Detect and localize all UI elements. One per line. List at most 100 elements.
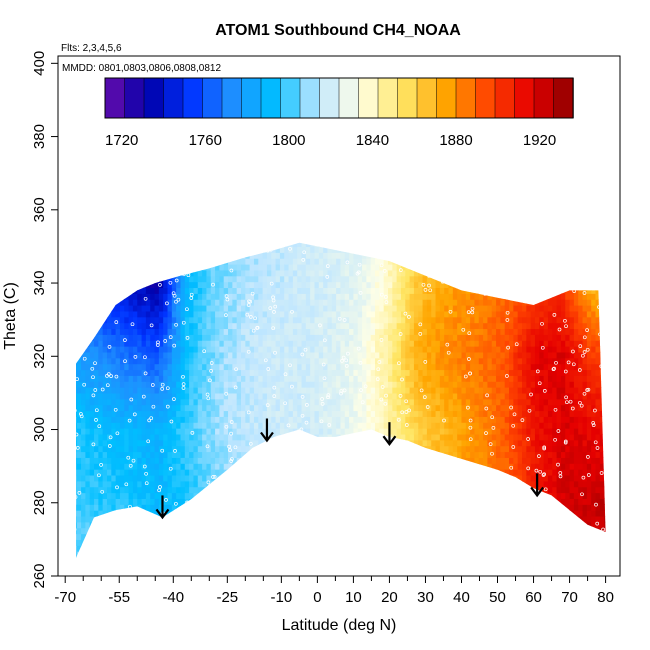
field-cell xyxy=(353,463,359,470)
field-cell xyxy=(288,515,294,523)
field-cell xyxy=(284,556,290,558)
field-cell xyxy=(431,381,437,388)
field-cell xyxy=(379,486,385,494)
field-cell xyxy=(167,445,173,453)
field-cell xyxy=(245,404,251,412)
field-cell xyxy=(154,293,160,300)
field-cell xyxy=(314,258,320,265)
field-cell xyxy=(383,498,389,505)
field-cell xyxy=(145,422,151,429)
field-cell xyxy=(158,246,164,253)
field-cell xyxy=(305,281,311,289)
field-cell xyxy=(318,445,324,453)
field-cell xyxy=(279,387,285,394)
field-cell xyxy=(197,486,203,494)
field-cell xyxy=(271,299,277,306)
field-cell xyxy=(336,269,342,277)
field-cell xyxy=(76,504,82,511)
field-cell xyxy=(279,242,285,248)
field-cell xyxy=(232,539,238,546)
field-cell xyxy=(76,545,82,552)
field-cell xyxy=(262,457,268,464)
field-cell xyxy=(245,242,251,248)
field-cell xyxy=(184,404,190,412)
field-cell xyxy=(276,229,281,235)
field-cell xyxy=(202,539,208,546)
field-cell xyxy=(158,498,164,505)
field-cell xyxy=(137,334,143,341)
field-cell xyxy=(197,422,203,429)
field-cell xyxy=(271,351,277,359)
field-cell xyxy=(115,387,121,394)
field-cell xyxy=(305,498,311,505)
field-cell xyxy=(249,469,255,476)
field-cell xyxy=(288,375,294,382)
field-cell xyxy=(215,539,220,546)
field-cell xyxy=(232,299,238,306)
field-cell xyxy=(340,439,346,447)
field-cell xyxy=(323,527,329,535)
field-cell xyxy=(297,510,303,517)
field-cell xyxy=(228,381,233,388)
field-cell xyxy=(336,346,342,353)
field-cell xyxy=(297,404,303,412)
field-cell xyxy=(275,328,281,335)
field-cell xyxy=(439,486,445,494)
field-cell xyxy=(124,416,130,423)
field-cell xyxy=(362,281,367,289)
field-cell xyxy=(413,439,419,447)
field-cell xyxy=(184,346,190,353)
field-cell xyxy=(413,269,419,277)
field-cell xyxy=(439,469,445,476)
field-cell xyxy=(340,305,346,312)
field-cell xyxy=(219,521,225,529)
field-cell xyxy=(422,504,428,511)
field-cell xyxy=(340,504,346,511)
field-cell xyxy=(249,398,255,406)
field-cell xyxy=(124,293,130,300)
field-cell xyxy=(336,492,342,499)
field-cell xyxy=(245,398,251,406)
field-cell xyxy=(106,469,112,476)
field-cell xyxy=(353,469,359,476)
field-cell xyxy=(279,474,285,482)
field-cell xyxy=(202,433,208,441)
field-cell xyxy=(115,445,121,453)
field-cell xyxy=(124,246,130,253)
field-cell xyxy=(241,375,246,382)
field-cell xyxy=(314,527,320,535)
field-cell xyxy=(184,480,190,488)
field-cell xyxy=(292,299,298,306)
field-cell xyxy=(323,510,329,517)
field-cell xyxy=(193,305,199,312)
field-cell xyxy=(76,357,78,365)
field-cell xyxy=(387,246,393,253)
field-cell xyxy=(94,316,99,324)
field-cell xyxy=(245,258,251,265)
field-cell xyxy=(94,293,99,300)
field-cell xyxy=(128,515,134,523)
field-cell xyxy=(89,252,95,259)
field-cell xyxy=(228,428,233,435)
field-cell xyxy=(193,357,199,365)
field-cell xyxy=(305,369,311,376)
field-cell xyxy=(375,229,380,235)
field-cell xyxy=(223,551,229,558)
field-cell xyxy=(288,445,294,453)
field-cell xyxy=(362,293,367,300)
field-cell xyxy=(302,563,307,569)
field-cell xyxy=(197,510,203,517)
field-cell xyxy=(435,287,441,294)
field-cell xyxy=(275,252,281,259)
field-cell xyxy=(383,264,389,271)
field-cell xyxy=(111,351,117,359)
field-cell xyxy=(184,275,190,283)
field-cell xyxy=(262,264,268,271)
field-cell xyxy=(387,498,393,505)
field-cell xyxy=(258,299,264,306)
field-cell xyxy=(171,242,177,248)
field-cell xyxy=(253,357,259,365)
field-cell xyxy=(102,369,108,376)
field-cell xyxy=(189,269,195,277)
field-cell xyxy=(279,310,285,318)
